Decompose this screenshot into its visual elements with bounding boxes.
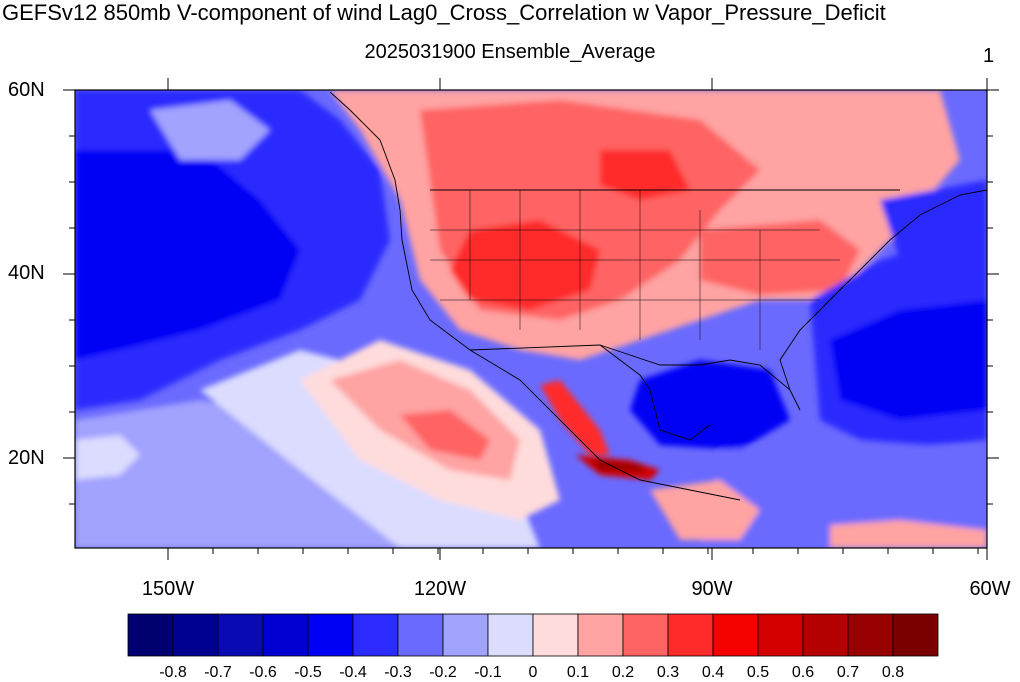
colorbar-swatch bbox=[757, 613, 804, 657]
colorbar-label: -0.2 bbox=[429, 664, 457, 681]
colorbar-swatch bbox=[532, 613, 579, 657]
colorbar-swatch bbox=[487, 613, 534, 657]
colorbar-swatch bbox=[622, 613, 669, 657]
colorbar-swatch bbox=[127, 613, 174, 657]
lon-label-120w: 120W bbox=[413, 578, 467, 600]
lat-label-40n: 40N bbox=[8, 262, 45, 284]
colorbar-swatch bbox=[667, 613, 714, 657]
canada-strong-positive bbox=[600, 150, 690, 200]
colorbar-label: 0.1 bbox=[566, 664, 590, 681]
hawaii-pale bbox=[75, 435, 140, 480]
north-pacific-weak bbox=[150, 100, 270, 160]
colorbar-swatch bbox=[892, 613, 939, 657]
central-america-dark-band bbox=[590, 460, 645, 472]
atlantic-core-negative bbox=[830, 300, 987, 420]
colorbar-swatch bbox=[442, 613, 489, 657]
colorbar-label: 0.7 bbox=[836, 664, 860, 681]
colorbar-swatch bbox=[397, 613, 444, 657]
eastern-us-positive bbox=[700, 220, 860, 295]
lon-label-60w: 60W bbox=[969, 578, 1011, 600]
coastlines bbox=[329, 91, 987, 501]
state-borders bbox=[430, 190, 840, 350]
newfoundland-negative bbox=[880, 180, 987, 260]
mexico-pacific-band bbox=[540, 380, 610, 455]
colorbar-label: 0.8 bbox=[881, 664, 905, 681]
map-frame bbox=[74, 89, 988, 549]
lat-label-20n: 20N bbox=[8, 447, 45, 469]
colorbar-label: -0.5 bbox=[294, 664, 322, 681]
colorbar-label: -0.3 bbox=[384, 664, 412, 681]
colorbar-label: 0.5 bbox=[746, 664, 770, 681]
colorbar-swatch bbox=[262, 613, 309, 657]
caribbean-weak-positive bbox=[650, 480, 760, 540]
colorbar-label: 0.3 bbox=[656, 664, 680, 681]
colorbar-label: 0.6 bbox=[791, 664, 815, 681]
colorbar-swatch bbox=[802, 613, 849, 657]
eastern-pacific-red bbox=[400, 410, 490, 460]
corner-label: 1 bbox=[983, 45, 995, 67]
lat-label-60n: 60N bbox=[8, 79, 45, 101]
colorbar-label: -0.1 bbox=[474, 664, 502, 681]
colorbar-swatch bbox=[352, 613, 399, 657]
colorbar-swatch bbox=[172, 613, 219, 657]
colorbar-label: 0.4 bbox=[701, 664, 725, 681]
pacific-core-negative bbox=[75, 150, 300, 360]
rockies-strong-positive bbox=[450, 220, 600, 310]
colorbar-label: -0.8 bbox=[159, 664, 187, 681]
plot-subtitle: 2025031900 Ensemble_Average bbox=[364, 41, 656, 63]
gulf-negative bbox=[630, 360, 790, 450]
colorbar-swatch bbox=[307, 613, 354, 657]
colorbar-swatch bbox=[847, 613, 894, 657]
colorbar-swatch bbox=[712, 613, 759, 657]
caribbean-weak bbox=[700, 440, 987, 548]
colorbar-label: -0.6 bbox=[249, 664, 277, 681]
colorbar-label: -0.7 bbox=[204, 664, 232, 681]
colorbar-swatch bbox=[577, 613, 624, 657]
colorbar-label: 0 bbox=[528, 664, 538, 681]
colorbar-label: 0.2 bbox=[611, 664, 635, 681]
south-america-weak-positive bbox=[830, 520, 987, 548]
lon-label-90w: 90W bbox=[691, 578, 733, 600]
colorbar-label: -0.4 bbox=[339, 664, 367, 681]
colorbar-swatch bbox=[217, 613, 264, 657]
lon-label-150w: 150W bbox=[141, 578, 195, 600]
axis-ticks bbox=[63, 78, 999, 560]
